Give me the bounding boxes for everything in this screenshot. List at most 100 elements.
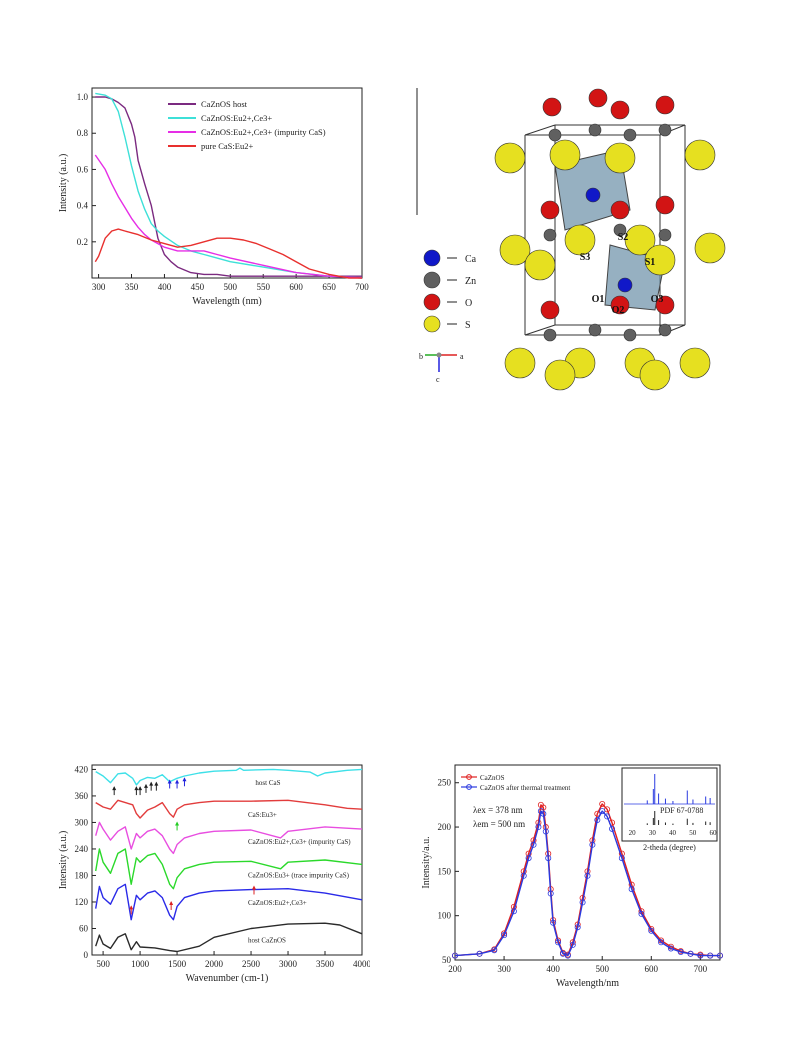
- data-point: [667, 945, 674, 952]
- atom-o: [588, 88, 608, 108]
- atom-o: [610, 200, 630, 220]
- legend-marker: [466, 784, 472, 790]
- legend-atom-label: S: [465, 320, 471, 331]
- data-point: [604, 813, 611, 820]
- y-axis-label: Intensity/a.u.: [421, 836, 432, 888]
- atom-zn: [623, 328, 637, 342]
- b-axis-label: b: [419, 352, 423, 361]
- peak-arrowhead: [182, 777, 187, 782]
- atom-s: [549, 139, 581, 171]
- atom-ca: [585, 187, 601, 203]
- peak-arrowhead: [144, 783, 148, 788]
- y-tick-label: 1.0: [77, 92, 89, 102]
- x-tick-label: 500: [96, 959, 110, 969]
- series-line: [94, 154, 363, 279]
- atom-zn: [613, 223, 627, 237]
- atom-o: [540, 200, 560, 220]
- data-point: [525, 855, 532, 862]
- data-point: [697, 952, 704, 959]
- legend-atom-label: O: [465, 298, 472, 309]
- atom-o: [542, 97, 562, 117]
- plot-frame: [454, 764, 721, 961]
- atom-zn: [588, 323, 602, 337]
- atom-zn: [543, 228, 557, 242]
- x-tick-label: 3000: [279, 959, 298, 969]
- data-point: [564, 952, 571, 959]
- y-axis-label: Intensity (a.u.): [58, 831, 69, 890]
- series-annotation: host CaS: [255, 779, 280, 787]
- unit-cell-edge: [524, 124, 556, 136]
- legend-label: CaZnOS: [480, 774, 505, 782]
- data-point: [550, 919, 557, 926]
- data-point: [716, 952, 723, 959]
- data-point: [687, 950, 694, 957]
- peak-arrowhead: [134, 786, 139, 791]
- x-tick-label: 2500: [242, 959, 260, 969]
- data-point: [638, 910, 645, 917]
- legend-label: CaZnOS:Eu2+,Ce3+: [201, 113, 272, 123]
- atom-s: [544, 359, 576, 391]
- series-annotation: CaZnOS:Eu3+ (trace impurity CaS): [248, 872, 350, 880]
- x-tick-label: 300: [92, 282, 106, 292]
- data-point: [618, 855, 625, 862]
- peak-arrowhead: [175, 779, 180, 784]
- peak-arrowhead: [175, 821, 180, 826]
- y-tick-label: 100: [438, 911, 452, 921]
- data-point: [589, 841, 596, 848]
- legend-atom-swatch: [423, 293, 441, 311]
- y-tick-label: 0: [84, 950, 89, 960]
- data-point: [648, 927, 655, 934]
- x-tick-label: 1000: [131, 959, 150, 969]
- data-point: [677, 949, 684, 956]
- legend-label: pure CaS:Eu2+: [201, 141, 253, 151]
- inset-x-tick-label: 20: [629, 829, 637, 837]
- inset-x-axis-label: 2-theda (degree): [643, 843, 696, 852]
- atom-o: [610, 295, 630, 315]
- atom-s: [644, 244, 676, 276]
- site-label: O1: [592, 294, 605, 305]
- y-tick-label: 360: [75, 791, 89, 801]
- x-axis-label: Wavelength/nm: [556, 978, 619, 989]
- x-tick-label: 400: [546, 964, 560, 974]
- atom-zn: [548, 128, 562, 142]
- legend-atom-swatch: [423, 249, 441, 267]
- axis-origin: [436, 352, 442, 358]
- atom-ca: [617, 277, 633, 293]
- atom-o: [655, 95, 675, 115]
- x-tick-label: 600: [289, 282, 303, 292]
- y-tick-label: 0.2: [77, 237, 88, 247]
- data-point: [520, 872, 527, 879]
- legend-atom-label: Zn: [465, 276, 476, 287]
- y-tick-label: 0.8: [77, 128, 89, 138]
- data-point: [707, 952, 714, 959]
- atom-s: [564, 224, 596, 256]
- x-axis-label: Wavenumber (cm-1): [186, 973, 269, 984]
- ftir-chart: 500 1000 1500 2000 2500 3000 3500 4000 0 60 120 180…: [58, 764, 372, 984]
- x-tick-label: 200: [448, 964, 462, 974]
- atom-s: [604, 142, 636, 174]
- series-line: [95, 821, 363, 855]
- series-annotation: host CaZnOS: [248, 937, 286, 945]
- x-tick-label: 4000: [353, 959, 370, 969]
- atom-o: [610, 100, 630, 120]
- inset-reference-label: PDF 67-0788: [660, 806, 703, 815]
- legend-label: CaZnOS:Eu2+,Ce3+ (impurity CaS): [201, 127, 326, 137]
- x-tick-label: 500: [595, 964, 609, 974]
- x-tick-label: 700: [694, 964, 708, 974]
- atom-s: [524, 249, 556, 281]
- x-tick-label: 300: [497, 964, 511, 974]
- data-point: [476, 950, 483, 957]
- atom-s: [494, 142, 526, 174]
- series-annotation: CaZnOS:Eu2+,Ce3+ (impurity CaS): [248, 838, 351, 846]
- x-tick-label: 2000: [205, 959, 224, 969]
- atom-zn: [658, 228, 672, 242]
- site-label: O3: [651, 294, 664, 305]
- x-tick-label: 1500: [168, 959, 187, 969]
- plot-frame: [91, 764, 363, 956]
- atom-o: [655, 195, 675, 215]
- c-axis-label: c: [436, 375, 440, 384]
- inset-x-tick-label: 60: [709, 829, 717, 837]
- site-label: S2: [618, 232, 629, 243]
- atom-zn: [588, 123, 602, 137]
